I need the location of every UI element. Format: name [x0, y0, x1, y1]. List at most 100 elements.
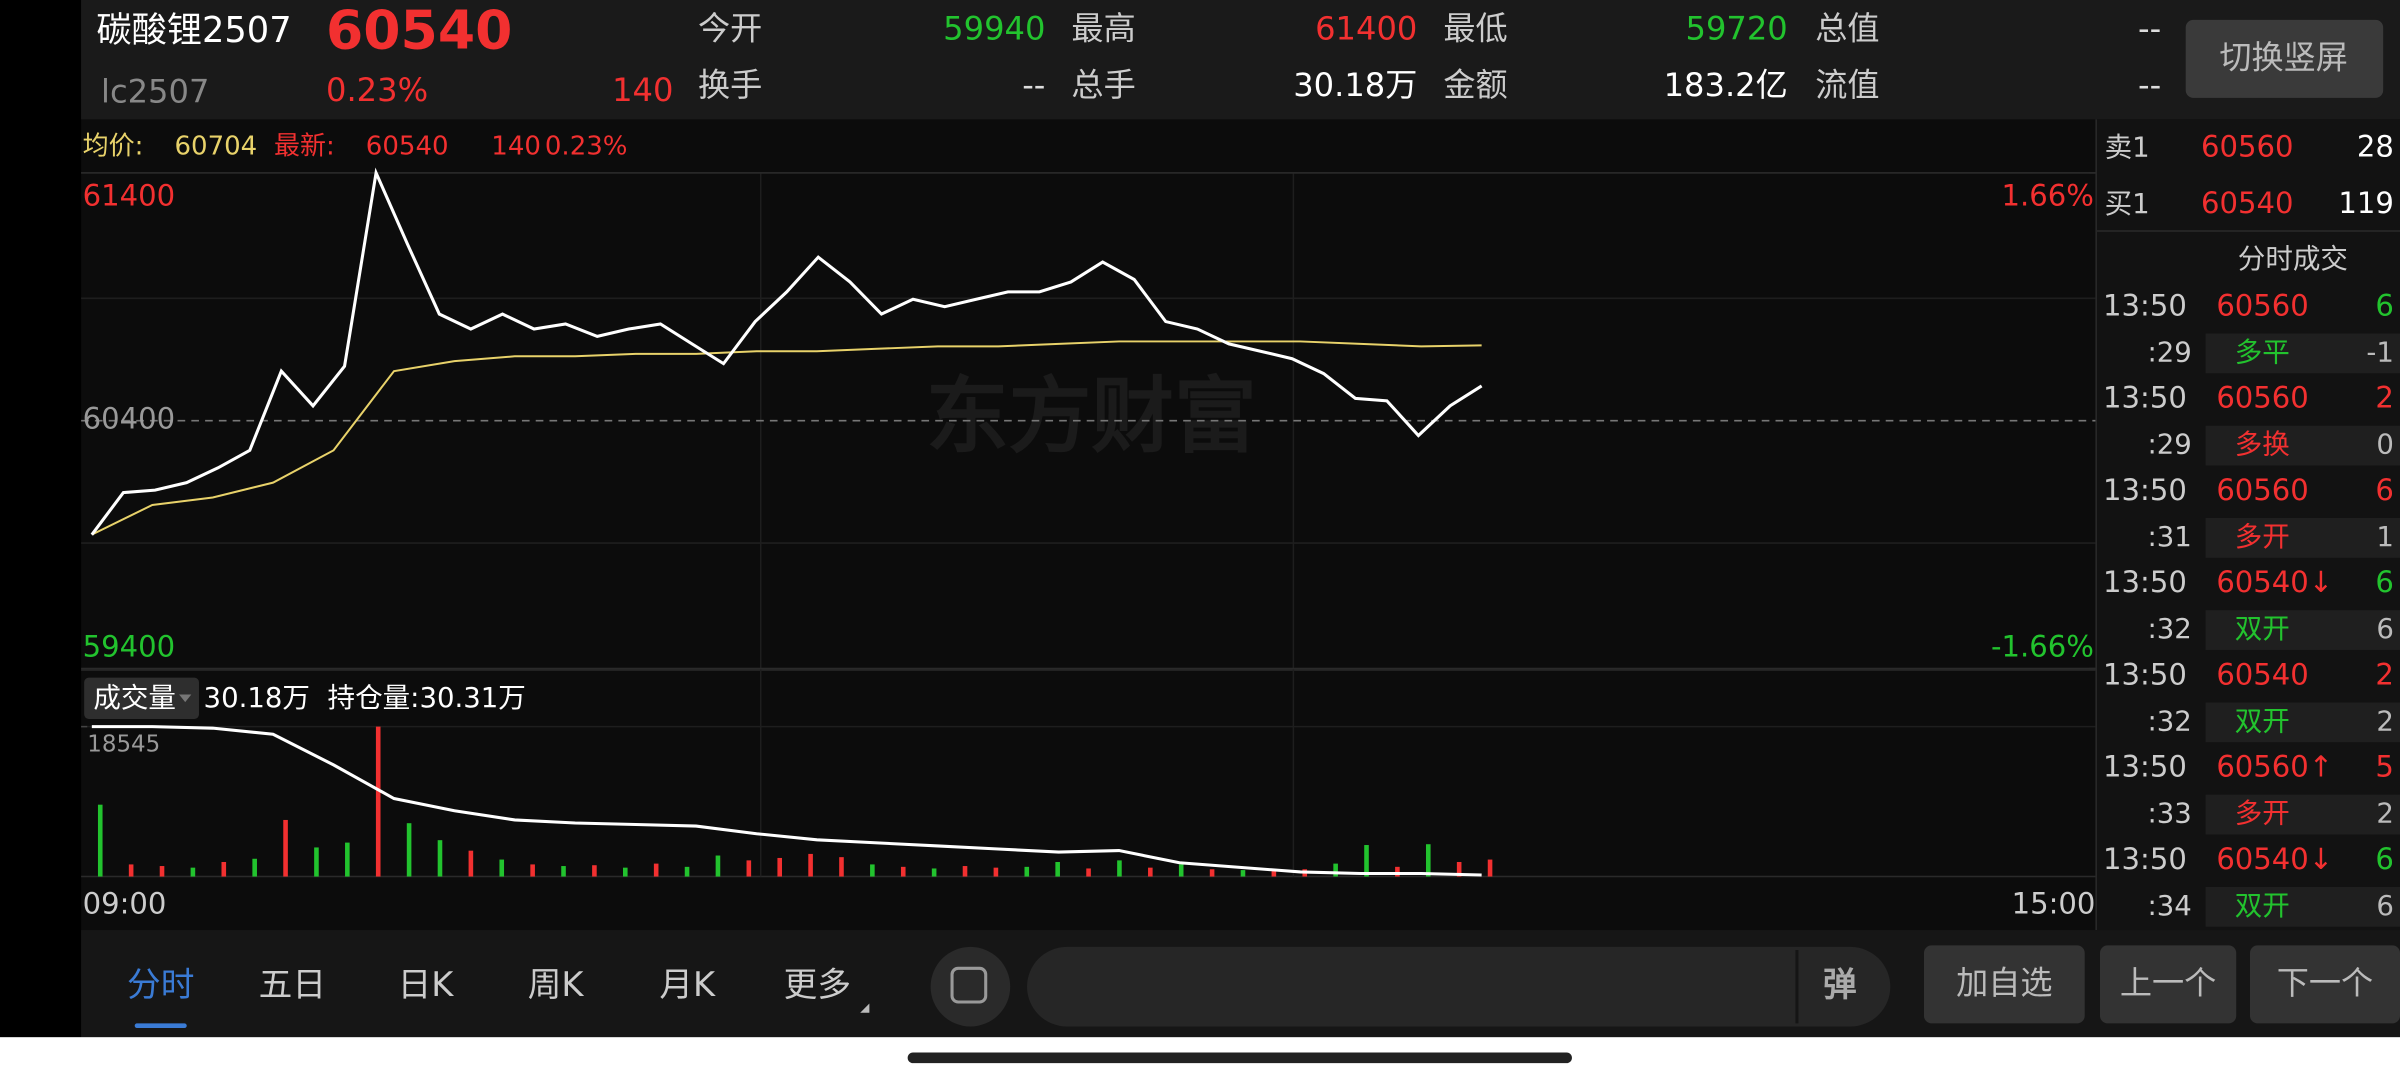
- trade-subtime: :34: [2148, 890, 2192, 922]
- volume-bar: [684, 866, 690, 877]
- tab[interactable]: 日K: [398, 965, 455, 1004]
- tab-indicator: [134, 1023, 187, 1028]
- volume-bar: [1333, 863, 1338, 877]
- stat-label: 最高: [1071, 10, 1135, 48]
- trade-subtime: :29: [2148, 429, 2192, 461]
- average-line: [91, 340, 1482, 536]
- trade-type: 双开: [2235, 613, 2290, 645]
- icon: [950, 966, 988, 1004]
- stat-value: 59720: [1686, 10, 1788, 48]
- volume-bar: [592, 865, 597, 877]
- trade-time: 13:50: [2103, 288, 2187, 322]
- volume-bar: [746, 860, 752, 877]
- trade-subtime: :33: [2148, 798, 2192, 830]
- volume-bar: [561, 866, 566, 877]
- trade-type-bg: [2205, 794, 2400, 835]
- x-tick-label: 15:00: [2012, 887, 2096, 921]
- trade-time: 13:50: [2103, 750, 2187, 784]
- volume-bar: [1086, 868, 1091, 877]
- tab[interactable]: 月K: [659, 965, 716, 1004]
- volume-bar: [406, 823, 412, 877]
- volume-bar: [839, 857, 844, 877]
- price-line: [90, 167, 1483, 536]
- trade-type-bg: [2205, 517, 2400, 558]
- trade-change: 2: [2376, 705, 2394, 737]
- volume-bar: [808, 853, 813, 877]
- open-interest: 持仓量:30.31万: [328, 682, 526, 714]
- last-change: 140: [491, 131, 541, 161]
- action-button[interactable]: [2250, 945, 2400, 1024]
- trade-subtime: :32: [2148, 705, 2192, 737]
- indicator-name[interactable]: 成交量: [93, 682, 176, 714]
- avg-label: 均价:: [83, 131, 144, 161]
- volume-bar: [190, 867, 196, 877]
- volume-bar: [437, 840, 443, 877]
- volume-bar: [468, 850, 474, 877]
- grid: [81, 172, 2096, 877]
- trade-type: 多换: [2235, 429, 2290, 461]
- orientation-button-label[interactable]: 切换竖屏: [2219, 39, 2348, 77]
- icon-button[interactable]: [930, 946, 1011, 1027]
- volume-bar: [777, 857, 783, 877]
- trade-type: 多平: [2235, 336, 2290, 368]
- stat-value: --: [1022, 66, 1045, 104]
- instrument-code: lc2507: [101, 72, 209, 110]
- action-button-label[interactable]: 下一个: [2277, 964, 2373, 1002]
- volume-bar: [1178, 864, 1184, 877]
- watermark: 东方财富: [926, 369, 1257, 465]
- volume-bar: [283, 819, 288, 877]
- stat-value: 59940: [943, 10, 1045, 48]
- volume-bar: [1487, 859, 1493, 877]
- left-edge: [0, 0, 82, 1080]
- trade-change: 2: [2376, 798, 2394, 830]
- volume-bar: [870, 864, 875, 877]
- comment-input[interactable]: [1027, 946, 1891, 1027]
- trade-type-bg: [2205, 333, 2400, 374]
- book-label: 买1: [2105, 188, 2150, 220]
- x-tick-label: 09:00: [83, 887, 167, 921]
- tab[interactable]: 周K: [528, 965, 585, 1004]
- volume-bar: [715, 855, 721, 877]
- y-tick-label: 60400: [83, 402, 175, 436]
- volume-bar: [499, 859, 505, 877]
- stat-value: 183.2亿: [1664, 66, 1788, 104]
- trade-volume: 2: [2375, 381, 2394, 415]
- trade-change: -1: [2366, 336, 2393, 368]
- last-price: 60540: [326, 0, 512, 61]
- book-price: 60560: [2201, 129, 2293, 163]
- header-bg: [81, 0, 2400, 120]
- volume-bar: [375, 726, 381, 877]
- trade-time: 13:50: [2103, 473, 2187, 507]
- stat-value: --: [2138, 66, 2161, 104]
- indicator-select[interactable]: [84, 677, 199, 719]
- trade-price: 60560↑: [2216, 750, 2333, 784]
- tab[interactable]: 五日: [259, 965, 326, 1004]
- danmaku-button[interactable]: 弹: [1823, 965, 1857, 1004]
- trade-type-bg: [2205, 886, 2400, 927]
- volume-bar: [221, 861, 227, 877]
- trade-volume: 6: [2375, 288, 2394, 322]
- trade-volume: 5: [2375, 750, 2394, 784]
- trade-time: 13:50: [2103, 842, 2187, 876]
- action-button[interactable]: [2100, 945, 2237, 1024]
- volume-bar: [252, 858, 257, 877]
- trade-price: 60560: [2216, 473, 2308, 507]
- stat-label: 总值: [1815, 10, 1879, 48]
- action-button[interactable]: [1923, 945, 2085, 1024]
- stat-label: 换手: [698, 66, 762, 104]
- book-qty: 119: [2338, 186, 2394, 220]
- trade-time: 13:50: [2103, 657, 2187, 691]
- y-tick-label: 59400: [83, 630, 175, 664]
- trade-change: 1: [2376, 521, 2394, 553]
- volume-bar: [530, 864, 535, 877]
- orientation-button[interactable]: [2185, 19, 2384, 98]
- instrument-name: 碳酸锂2507: [96, 10, 291, 51]
- tab[interactable]: 更多: [784, 965, 851, 1004]
- action-button-label[interactable]: 上一个: [2120, 964, 2216, 1002]
- y-tick-label: 61400: [83, 178, 175, 212]
- tab[interactable]: 分时: [127, 965, 194, 1004]
- volume-bar: [1271, 870, 1277, 877]
- action-button-label[interactable]: 加自选: [1956, 964, 2052, 1002]
